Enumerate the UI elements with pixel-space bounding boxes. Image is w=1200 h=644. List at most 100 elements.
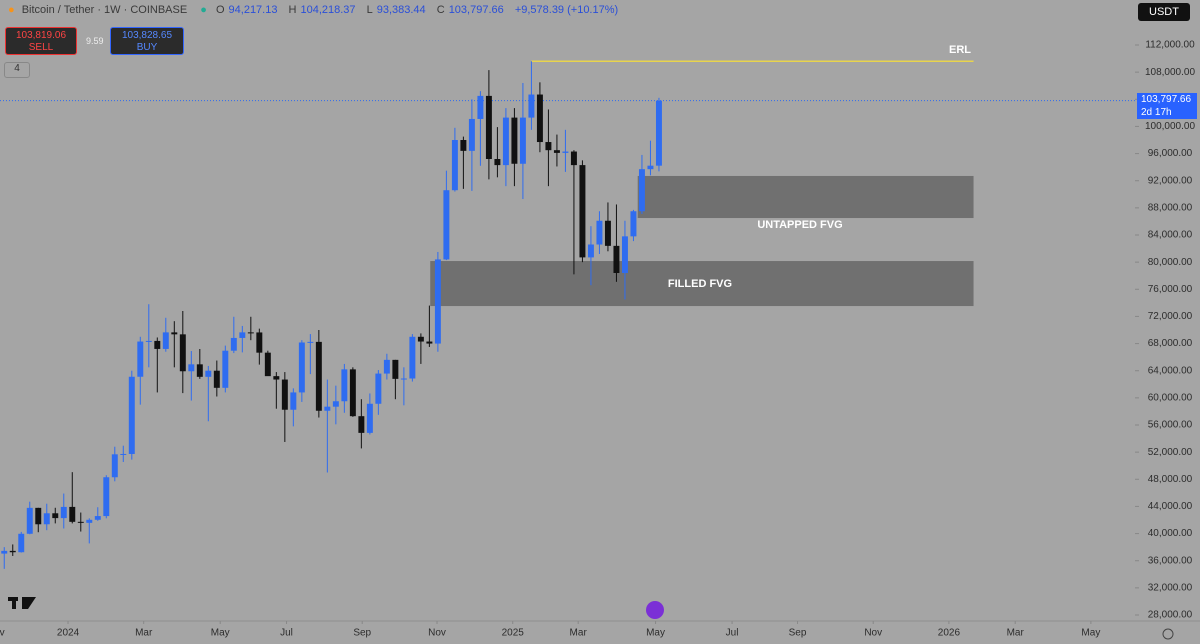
candle-body — [60, 506, 67, 519]
candle-body — [417, 336, 424, 342]
candle-body — [655, 100, 662, 166]
candle-body — [562, 151, 569, 153]
coin-icon: ● — [8, 4, 15, 16]
y-tick-label: 88,000.00 — [1148, 202, 1193, 213]
change: +9,578.39 (+10.17%) — [514, 4, 619, 16]
candle-body — [426, 341, 433, 344]
candle-body — [103, 477, 110, 517]
x-tick-label: Nov — [428, 628, 446, 639]
sell-button[interactable]: 103,819.06 SELL — [5, 27, 77, 55]
candle-body — [120, 453, 127, 455]
candle-body — [545, 142, 552, 151]
countdown: 2d 17h — [1141, 107, 1172, 118]
buy-price: 103,828.65 — [121, 30, 173, 41]
candle-body — [26, 507, 33, 534]
candle-body — [154, 340, 161, 349]
candle-body — [273, 376, 280, 380]
indicator-toggle[interactable]: 4 — [4, 62, 30, 78]
candle-body — [307, 341, 314, 343]
candle-body — [43, 513, 50, 525]
candle-body — [162, 332, 169, 349]
y-tick-label: 72,000.00 — [1148, 311, 1193, 322]
sell-label: SELL — [28, 42, 54, 53]
y-tick-label: 36,000.00 — [1148, 555, 1193, 566]
spread: 9.59 — [86, 36, 104, 46]
status-dot: ● — [200, 4, 207, 16]
x-tick-label: Sep — [789, 628, 807, 639]
candle-body — [528, 94, 535, 118]
candle-body — [18, 533, 25, 553]
y-tick-label: 48,000.00 — [1148, 474, 1193, 485]
buy-button[interactable]: 103,828.65 BUY — [110, 27, 184, 55]
symbol: Bitcoin / Tether · 1W · COINBASE — [21, 4, 188, 16]
app-icon[interactable] — [646, 601, 664, 619]
candle-body — [570, 151, 577, 166]
candle-body — [171, 332, 178, 335]
candle-body — [621, 236, 628, 273]
candle-body — [213, 370, 220, 388]
candle-body — [86, 519, 93, 523]
candle-body — [638, 169, 645, 212]
candle-body — [604, 220, 611, 246]
candle-body — [315, 341, 322, 411]
tv-logo — [8, 597, 36, 609]
candle-body — [324, 406, 331, 411]
x-tick-label: 2026 — [938, 628, 961, 639]
candle-body — [1, 550, 8, 554]
y-tick-label: 32,000.00 — [1148, 582, 1193, 593]
candle-body — [137, 341, 144, 377]
x-tick-label: Nov — [0, 628, 5, 639]
candle-body — [511, 117, 518, 164]
candle-body — [128, 376, 135, 454]
x-tick-label: May — [1081, 628, 1100, 639]
candle-body — [451, 140, 458, 191]
candle-body — [579, 165, 586, 258]
candle-body — [358, 416, 365, 433]
currency-button[interactable]: USDT — [1138, 3, 1190, 21]
candle-body — [290, 392, 297, 410]
y-tick-label: 108,000.00 — [1145, 67, 1195, 78]
y-tick-label: 40,000.00 — [1148, 528, 1193, 539]
fvg-label: FILLED FVG — [668, 278, 732, 290]
candle-body — [281, 379, 288, 410]
x-tick-label: Jul — [726, 628, 739, 639]
candle-body — [35, 507, 42, 525]
settings-icon[interactable] — [1162, 628, 1174, 640]
candle-body — [468, 118, 475, 151]
candle-body — [239, 332, 246, 338]
y-tick-label: 56,000.00 — [1148, 420, 1193, 431]
fvg-label: UNTAPPED FVG — [757, 219, 842, 231]
candle-body — [247, 332, 254, 334]
candle-body — [298, 342, 305, 393]
ohlc-l: L 93,383.44 — [366, 4, 426, 16]
candle-body — [630, 211, 637, 237]
candle-body — [196, 364, 203, 377]
candle-body — [596, 220, 603, 245]
candle-body — [647, 165, 654, 170]
candle-body — [434, 259, 441, 344]
x-tick-label: 2024 — [57, 628, 80, 639]
candle-body — [145, 340, 152, 342]
candle-body — [332, 401, 339, 407]
y-tick-label: 112,000.00 — [1145, 40, 1195, 51]
ohlc-c: C 103,797.66 — [436, 4, 504, 16]
y-tick-label: 68,000.00 — [1148, 338, 1193, 349]
candle-body — [256, 332, 263, 353]
candle-body — [205, 370, 212, 377]
y-tick-label: 80,000.00 — [1148, 257, 1193, 268]
x-tick-label: Mar — [570, 628, 588, 639]
candle-body — [613, 245, 620, 273]
y-tick-label: 84,000.00 — [1148, 230, 1193, 241]
candle-body — [9, 550, 16, 553]
erl-label: ERL — [949, 44, 971, 56]
candle-body — [392, 359, 399, 379]
x-tick-label: May — [646, 628, 665, 639]
candle-body — [188, 364, 195, 372]
candle-body — [264, 352, 271, 377]
candle-body — [485, 95, 492, 159]
y-tick-label: 92,000.00 — [1148, 175, 1193, 186]
candle-body — [477, 95, 484, 119]
x-tick-label: Jul — [280, 628, 293, 639]
